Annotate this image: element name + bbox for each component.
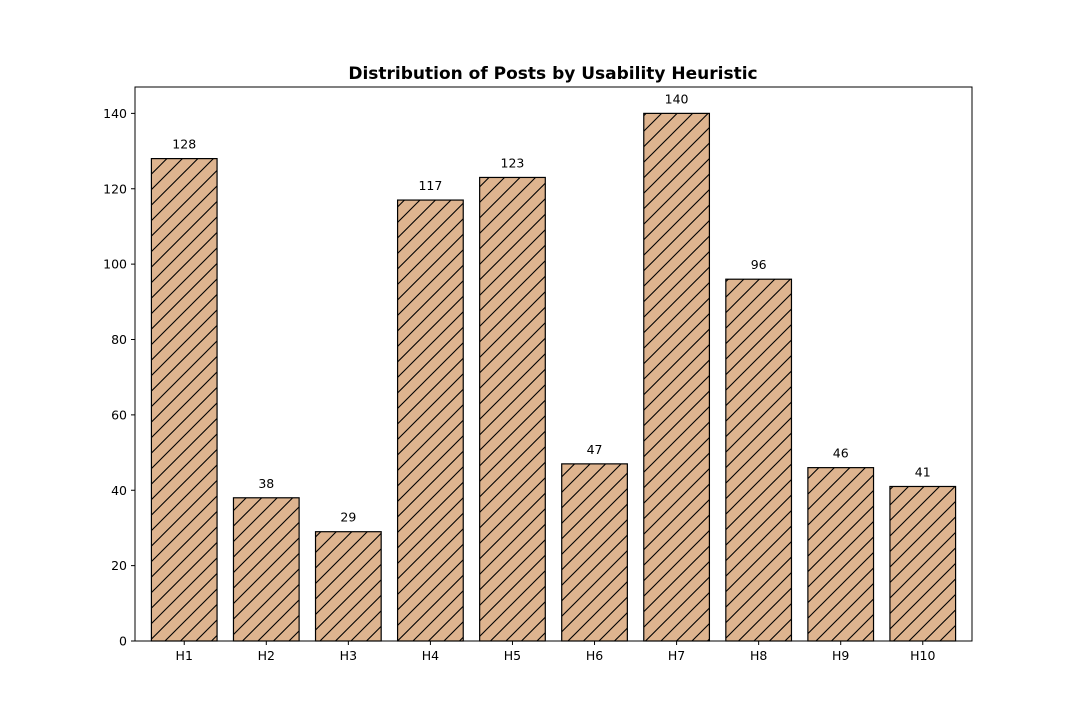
bar-outline (561, 463, 628, 642)
bar-H9 (807, 467, 875, 642)
y-tick-label-80: 80 (111, 332, 127, 347)
data-label-H5: 123 (501, 155, 525, 170)
bar-outline (479, 176, 546, 642)
x-tick-label-H1: H1 (176, 648, 193, 663)
data-label-H3: 29 (340, 510, 356, 525)
bar-H3 (314, 531, 382, 642)
y-tick-label-20: 20 (111, 558, 127, 573)
x-tick-label-H2: H2 (258, 648, 275, 663)
data-labels-layer: 128 38 29 117 123 47 140 96 46 41 (172, 91, 930, 524)
x-axis: H1 H2 H3 H4 H5 H6 H7 H8 H9 H10 (176, 641, 935, 663)
bar-outline (807, 467, 875, 642)
x-tick-label-H4: H4 (422, 648, 439, 663)
bar-H10 (889, 485, 957, 642)
bar-outline (232, 497, 300, 642)
bar-H7 (643, 112, 711, 642)
bar-H2 (232, 497, 300, 642)
data-label-H8: 96 (751, 257, 767, 272)
bar-H5 (479, 176, 546, 642)
x-tick-label-H9: H9 (832, 648, 849, 663)
data-label-H7: 140 (665, 91, 689, 106)
y-tick-label-140: 140 (103, 106, 127, 121)
bar-H8 (725, 278, 793, 642)
data-label-H1: 128 (172, 137, 196, 152)
x-tick-label-H6: H6 (586, 648, 603, 663)
y-tick-label-60: 60 (111, 407, 127, 422)
x-tick-label-H8: H8 (750, 648, 767, 663)
bar-H6 (561, 463, 628, 642)
x-tick-label-H3: H3 (340, 648, 357, 663)
data-label-H6: 47 (587, 442, 603, 457)
bar-H4 (396, 199, 464, 642)
data-label-H9: 46 (833, 446, 849, 461)
bar-outline (889, 485, 957, 642)
data-label-H4: 117 (418, 178, 442, 193)
x-tick-label-H5: H5 (504, 648, 521, 663)
chart-title: Distribution of Posts by Usability Heuri… (348, 64, 757, 84)
y-tick-label-0: 0 (119, 634, 127, 649)
y-axis: 0 20 40 60 80 100 120 140 (103, 106, 135, 649)
plot-area-frame (134, 86, 973, 642)
y-tick-label-100: 100 (103, 257, 127, 272)
x-tick-label-H10: H10 (910, 648, 935, 663)
y-tick-label-40: 40 (111, 483, 127, 498)
bar-outline (396, 199, 464, 642)
bar-outline (643, 112, 711, 642)
data-label-H10: 41 (915, 464, 931, 479)
bar-outline (725, 278, 793, 642)
y-tick-label-120: 120 (103, 181, 127, 196)
bar-outline (314, 531, 382, 642)
data-label-H2: 38 (258, 476, 274, 491)
bar-outline (150, 158, 218, 642)
x-tick-label-H7: H7 (668, 648, 685, 663)
bar-H1 (150, 158, 218, 642)
bars-layer (150, 112, 957, 642)
